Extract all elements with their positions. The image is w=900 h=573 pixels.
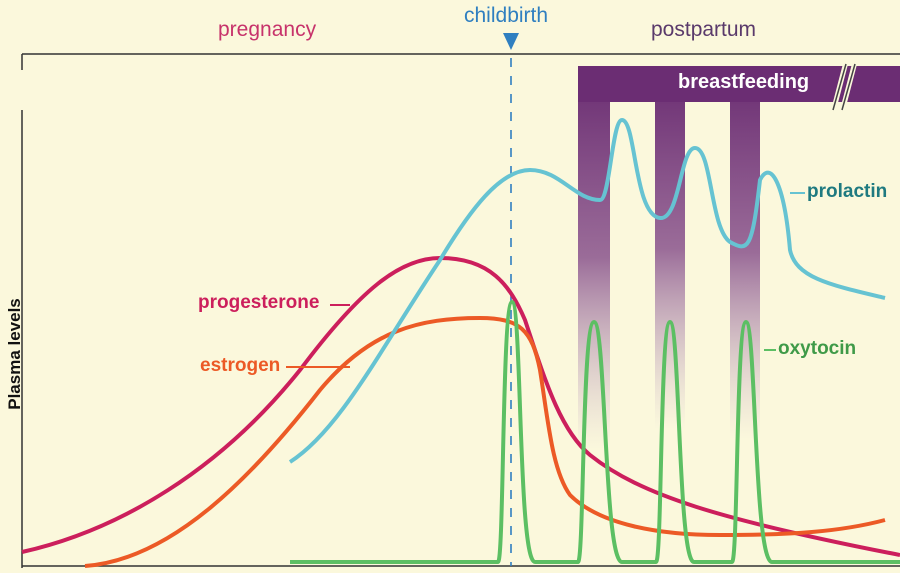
progesterone-label: progesterone — [198, 292, 320, 313]
breastfeeding-label: breastfeeding — [678, 71, 810, 93]
prolactin-curve — [288, 117, 886, 464]
oxytocin-curve — [290, 299, 900, 564]
axis-break-line-2 — [841, 63, 856, 111]
estrogen-curve — [84, 315, 886, 568]
oxytocin-label: oxytocin — [778, 338, 857, 359]
postpartum-label: postpartum — [651, 18, 757, 41]
feeding-column-2 — [655, 100, 685, 430]
childbirth-label: childbirth — [464, 4, 549, 27]
y-axis-label: Plasma levels — [5, 298, 24, 410]
prolactin-label: prolactin — [807, 181, 888, 202]
progesterone-curve — [21, 255, 900, 557]
breastfeeding-bars — [578, 61, 900, 450]
pregnancy-label: pregnancy — [218, 18, 317, 41]
axis-break-line-1 — [832, 63, 847, 111]
feeding-column-3 — [730, 100, 760, 440]
estrogen-label: estrogen — [200, 355, 281, 376]
childbirth-marker-icon — [503, 33, 519, 50]
